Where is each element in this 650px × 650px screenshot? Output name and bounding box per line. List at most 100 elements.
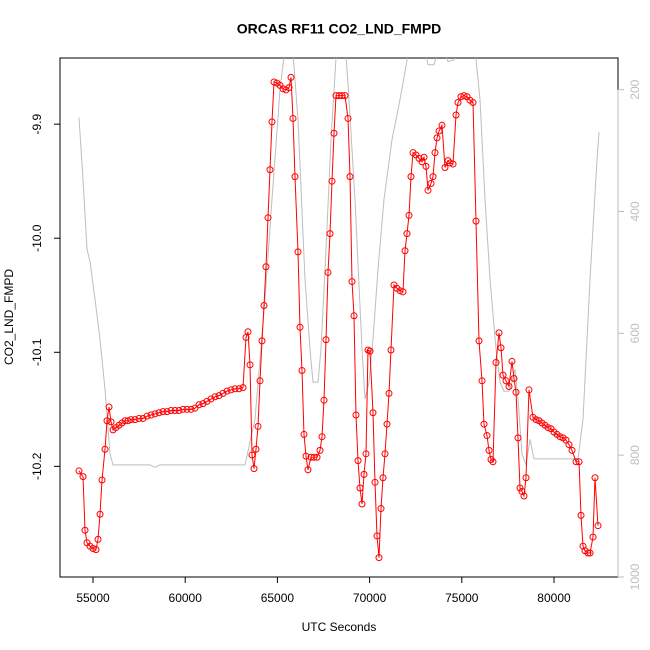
data-point [227, 386, 235, 394]
data-point [556, 433, 564, 441]
data-point [260, 302, 268, 310]
data-point [499, 371, 507, 379]
data-point [310, 453, 318, 461]
data-point [512, 388, 520, 396]
data-point [268, 118, 276, 126]
data-point [239, 384, 247, 392]
data-point [256, 377, 264, 385]
data-point [203, 397, 211, 405]
data-point [285, 84, 293, 92]
data-point [215, 392, 223, 400]
y2-tick-label: 1000 [628, 563, 642, 590]
data-point [433, 134, 441, 142]
data-point [289, 114, 297, 122]
data-point [403, 230, 411, 238]
data-point [505, 383, 513, 391]
data-point [405, 211, 413, 219]
data-point [344, 114, 352, 122]
data-point [360, 470, 368, 478]
data-point [584, 549, 592, 557]
data-point [191, 404, 199, 412]
data-point [81, 526, 89, 534]
data-point [219, 389, 227, 397]
data-point [79, 473, 87, 481]
y2-tick-label: 800 [628, 445, 642, 465]
data-point [167, 406, 175, 414]
x-tick-label: 60000 [169, 591, 203, 605]
data-point [369, 409, 377, 417]
data-point [379, 474, 387, 482]
data-point [431, 149, 439, 157]
data-point [373, 532, 381, 540]
data-point [107, 418, 115, 426]
data-point [175, 406, 183, 414]
plot-area [75, 58, 602, 562]
data-point [322, 336, 330, 344]
data-point [135, 414, 143, 422]
data-point [291, 173, 299, 181]
data-point [266, 166, 274, 174]
data-point [199, 400, 207, 408]
data-point [514, 434, 522, 442]
data-point [525, 386, 533, 394]
data-point [487, 456, 495, 464]
data-point [478, 377, 486, 385]
data-point [502, 377, 510, 385]
data-point [171, 406, 179, 414]
data-point [472, 217, 480, 225]
data-point [460, 92, 468, 100]
data-point [163, 408, 171, 416]
data-point [75, 467, 83, 475]
x-tick-label: 65000 [261, 591, 295, 605]
data-point [366, 347, 374, 355]
data-point [313, 453, 321, 461]
data-point [381, 450, 389, 458]
y2-tick-label: 600 [628, 323, 642, 343]
x-tick-label: 55000 [76, 591, 110, 605]
data-point [522, 474, 530, 482]
data-point [377, 505, 385, 513]
data-point [544, 424, 552, 432]
data-point [485, 446, 493, 454]
data-point [187, 405, 195, 413]
data-point [258, 337, 266, 345]
data-point [124, 417, 132, 425]
data-point [330, 129, 338, 137]
data-point [508, 357, 516, 365]
data-point [469, 98, 477, 106]
data-point [422, 162, 430, 170]
data-point [497, 344, 505, 352]
data-point [262, 263, 270, 271]
data-point [591, 474, 599, 482]
data-point [302, 452, 310, 460]
data-point [103, 417, 111, 425]
y-tick-label: -10.2 [30, 452, 44, 480]
data-point [346, 173, 354, 181]
data-point [94, 535, 102, 543]
data-point [324, 268, 332, 276]
data-point [375, 554, 383, 562]
data-point [304, 466, 312, 474]
data-point [358, 500, 366, 508]
data-point [480, 420, 488, 428]
data-point [575, 458, 583, 466]
y2-tick-label: 200 [628, 79, 642, 99]
data-point [568, 446, 576, 454]
data-point [572, 458, 580, 466]
data-point [518, 487, 526, 495]
data-point [492, 359, 500, 367]
x-tick-label: 70000 [353, 591, 387, 605]
data-point [246, 361, 254, 369]
data-point [147, 411, 155, 419]
series-line [78, 58, 600, 468]
data-point [427, 179, 435, 187]
data-point [371, 478, 379, 486]
data-point [489, 458, 497, 466]
data-point [565, 441, 573, 449]
data-point [98, 476, 106, 484]
data-point [483, 432, 491, 440]
x-tick-label: 75000 [445, 591, 479, 605]
data-point [495, 329, 503, 337]
data-point [151, 410, 159, 418]
